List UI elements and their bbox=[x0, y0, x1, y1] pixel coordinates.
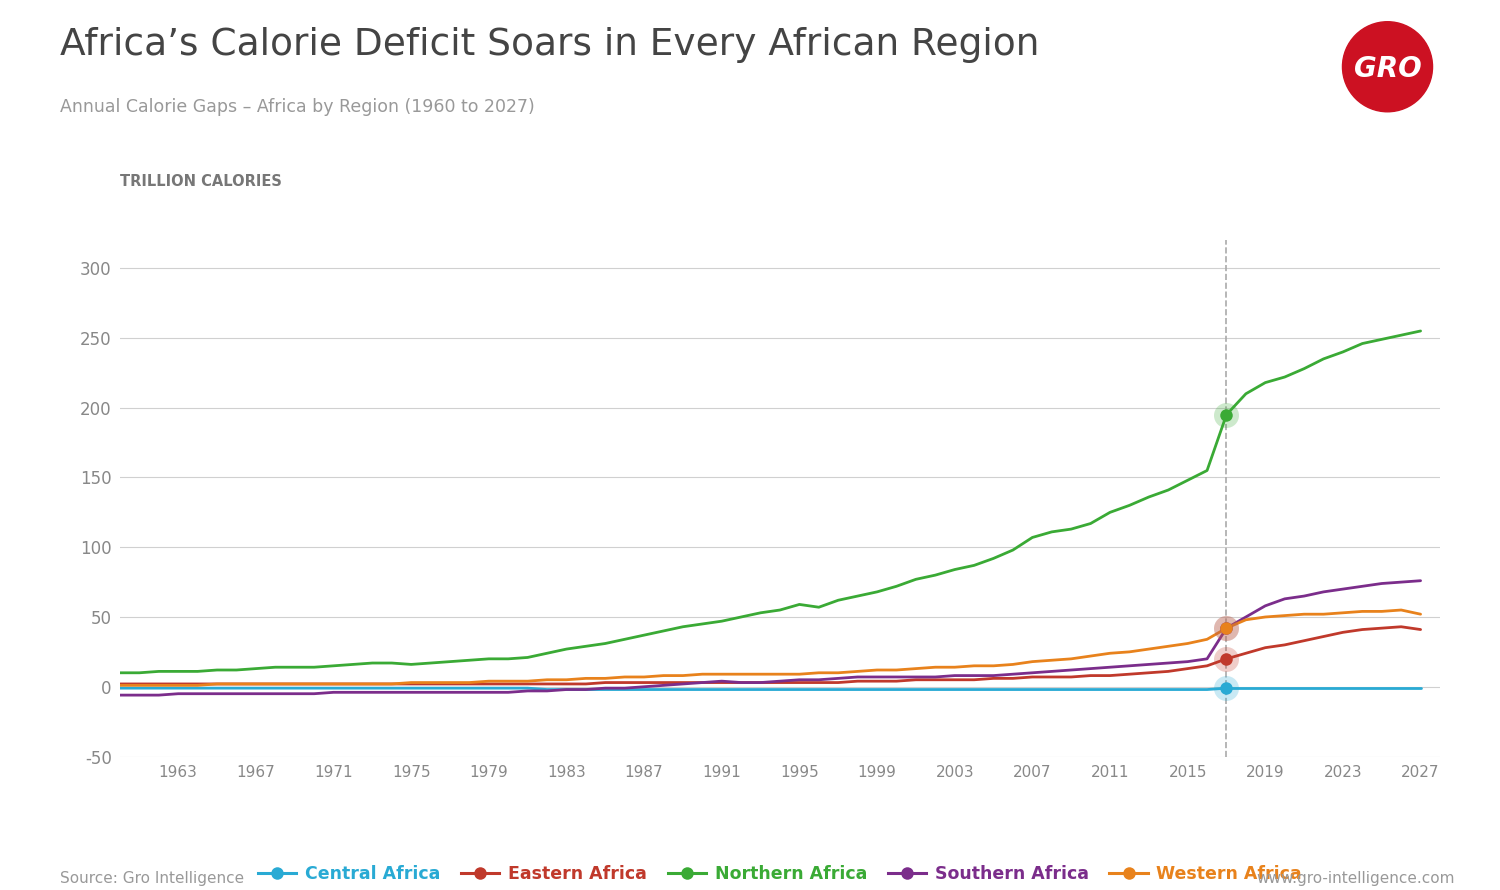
Text: www.gro-intelligence.com: www.gro-intelligence.com bbox=[1257, 870, 1455, 886]
Circle shape bbox=[1342, 21, 1432, 112]
Text: TRILLION CALORIES: TRILLION CALORIES bbox=[120, 174, 282, 189]
Text: GRO: GRO bbox=[1353, 54, 1422, 83]
Text: Source: Gro Intelligence: Source: Gro Intelligence bbox=[60, 870, 244, 886]
Text: Africa’s Calorie Deficit Soars in Every African Region: Africa’s Calorie Deficit Soars in Every … bbox=[60, 27, 1040, 62]
Text: Annual Calorie Gaps – Africa by Region (1960 to 2027): Annual Calorie Gaps – Africa by Region (… bbox=[60, 98, 534, 116]
Legend: Central Africa, Eastern Africa, Northern Africa, Southern Africa, Western Africa: Central Africa, Eastern Africa, Northern… bbox=[251, 858, 1310, 890]
